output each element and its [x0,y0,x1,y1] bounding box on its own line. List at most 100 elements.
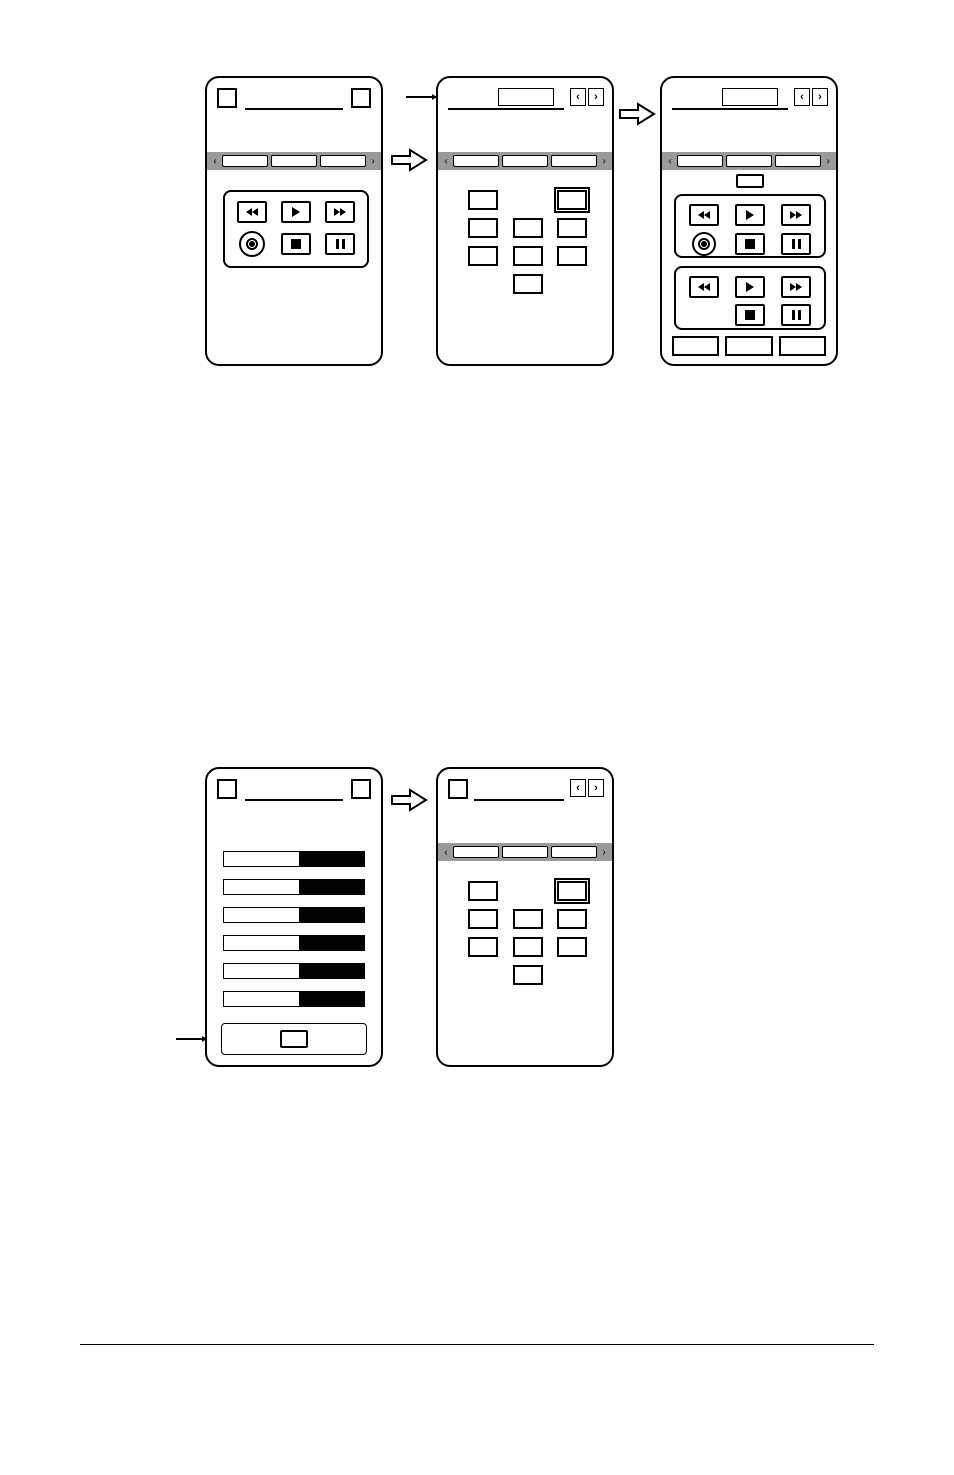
header-square-right [351,88,371,108]
tab[interactable] [222,155,268,167]
keypad-key[interactable] [557,937,587,957]
callout-pointer [176,1038,206,1040]
nav-next-icon[interactable]: › [812,88,828,106]
keypad-key[interactable] [513,218,543,238]
panel-b1 [205,767,383,1067]
slider-row[interactable] [223,935,365,951]
tab-arrow-left-icon[interactable]: ‹ [442,156,450,167]
nav-prev-icon[interactable]: ‹ [794,88,810,106]
keypad-key[interactable] [468,246,498,266]
tab[interactable] [551,155,597,167]
rewind-button[interactable] [689,276,719,298]
tab[interactable] [320,155,366,167]
panel-header [207,78,381,118]
keypad-empty [513,190,543,210]
slider-row[interactable] [223,851,365,867]
tab[interactable] [551,846,597,858]
bottom-button[interactable] [672,336,719,356]
slider-row[interactable] [223,907,365,923]
slider-fill [299,879,365,895]
tab-arrow-left-icon[interactable]: ‹ [442,847,450,858]
record-button[interactable] [692,232,716,256]
tab-bar: ‹ › [438,152,612,170]
stop-button[interactable] [735,304,765,326]
keypad-key[interactable] [513,909,543,929]
tab-arrow-left-icon[interactable]: ‹ [666,156,674,167]
keypad-key[interactable] [557,881,587,901]
play-button[interactable] [281,201,311,223]
slider-fill [299,935,365,951]
keypad-key[interactable] [468,218,498,238]
slider-row[interactable] [223,879,365,895]
tab[interactable] [726,155,772,167]
tab[interactable] [453,846,499,858]
bottom-button[interactable] [725,336,772,356]
play-button[interactable] [735,276,765,298]
tab-arrow-right-icon[interactable]: › [600,847,608,858]
header-nav: ‹ › [570,88,604,106]
fast-forward-button[interactable] [325,201,355,223]
header-underline [448,108,564,110]
pause-button[interactable] [781,233,811,255]
tab[interactable] [775,155,821,167]
play-button[interactable] [735,204,765,226]
slider-list [223,851,365,1007]
panel-header: ‹ › [438,78,612,118]
keypad [468,190,588,294]
bottom-button[interactable] [779,336,826,356]
nav-next-icon[interactable]: › [588,88,604,106]
keypad-empty [557,965,587,985]
slider-row[interactable] [223,991,365,1007]
header-input-field[interactable] [498,88,554,106]
tab-arrow-right-icon[interactable]: › [369,156,377,167]
top-pill-button[interactable] [736,174,764,188]
tab-arrow-right-icon[interactable]: › [600,156,608,167]
footer-box [221,1023,367,1055]
slider-row[interactable] [223,963,365,979]
tab[interactable] [271,155,317,167]
keypad-key[interactable] [468,909,498,929]
pause-button[interactable] [325,233,355,255]
fast-forward-button[interactable] [781,204,811,226]
keypad-key[interactable] [557,190,587,210]
nav-prev-icon[interactable]: ‹ [570,779,586,797]
keypad-key[interactable] [513,965,543,985]
panel-b2: ‹ › ‹ › [436,767,614,1067]
tab[interactable] [502,846,548,858]
nav-prev-icon[interactable]: ‹ [570,88,586,106]
keypad-key[interactable] [513,937,543,957]
rewind-button[interactable] [689,204,719,226]
fast-forward-button[interactable] [781,276,811,298]
keypad-key[interactable] [513,246,543,266]
keypad-key[interactable] [557,909,587,929]
keypad-key[interactable] [468,881,498,901]
keypad-key[interactable] [557,218,587,238]
playback-group [223,190,369,268]
tab-arrow-left-icon[interactable]: ‹ [211,156,219,167]
header-input-field[interactable] [722,88,778,106]
stop-button[interactable] [281,233,311,255]
panel-a2: ‹ › ‹ › [436,76,614,366]
panel-header [207,769,381,809]
keypad-key[interactable] [513,274,543,294]
keypad-key[interactable] [468,190,498,210]
footer-button[interactable] [280,1030,308,1048]
tab[interactable] [453,155,499,167]
header-square-left [217,779,237,799]
slider-label [223,935,300,951]
record-button[interactable] [239,231,265,257]
keypad-key[interactable] [557,246,587,266]
slider-fill [299,991,365,1007]
flow-arrow-icon [618,100,656,128]
tab[interactable] [502,155,548,167]
stop-button[interactable] [735,233,765,255]
keypad-key[interactable] [468,937,498,957]
slider-fill [299,907,365,923]
nav-next-icon[interactable]: › [588,779,604,797]
header-nav: ‹ › [794,88,828,106]
pause-button[interactable] [781,304,811,326]
rewind-button[interactable] [237,201,267,223]
tab[interactable] [677,155,723,167]
tab-arrow-right-icon[interactable]: › [824,156,832,167]
slider-label [223,963,300,979]
